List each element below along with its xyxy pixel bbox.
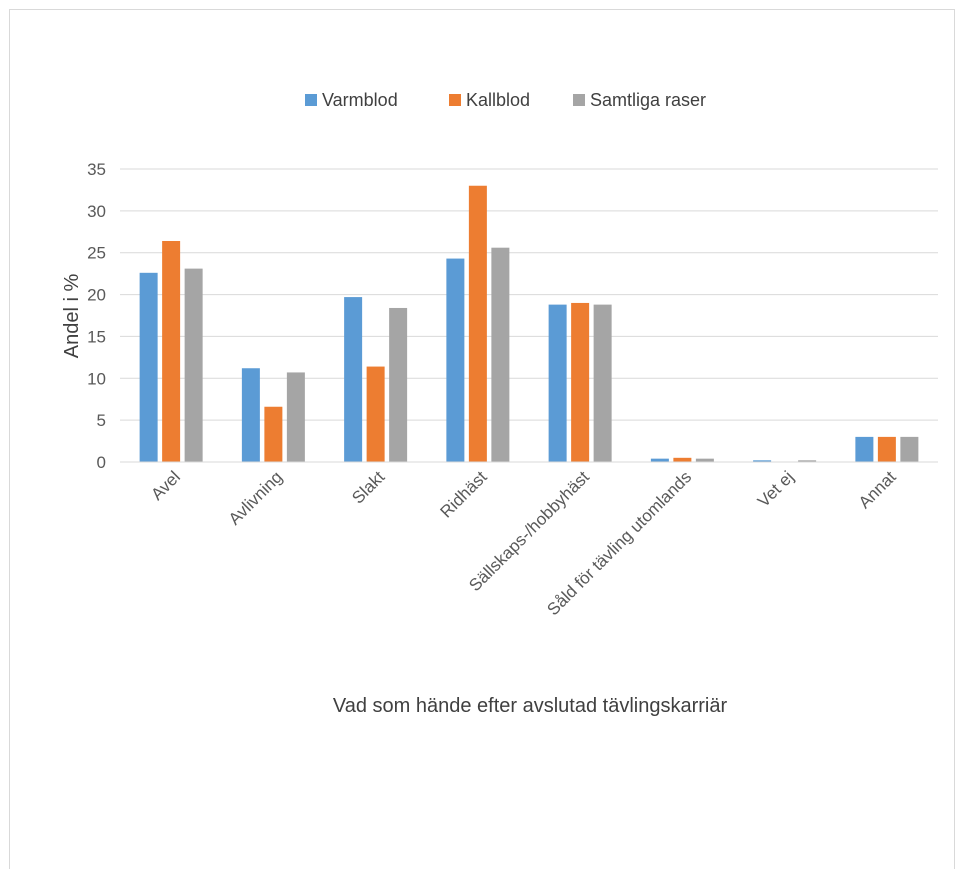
bar-varmblod: [753, 460, 772, 462]
bar-kallblod: [877, 436, 896, 462]
bar-varmblod: [241, 368, 260, 462]
x-tick-label: Avel: [147, 467, 184, 504]
y-tick-label: 5: [97, 411, 106, 430]
bar-varmblod: [139, 272, 158, 462]
bar-kallblod: [571, 302, 590, 462]
bar-samtliga-raser: [798, 460, 817, 462]
y-tick-label: 15: [87, 327, 106, 346]
bar-kallblod: [366, 366, 385, 462]
legend-label: Varmblod: [322, 90, 398, 110]
bar-varmblod: [446, 258, 465, 462]
bar-varmblod: [548, 304, 567, 462]
x-tick-label: Annat: [855, 467, 900, 512]
y-tick-label: 10: [87, 369, 106, 388]
bar-varmblod: [855, 436, 874, 462]
legend: Varmblod Kallblod Samtliga raser: [305, 90, 706, 110]
bars: [139, 185, 919, 462]
bar-varmblod: [650, 458, 669, 462]
legend-swatch: [305, 94, 317, 106]
bar-samtliga-raser: [900, 436, 919, 462]
bar-samtliga-raser: [491, 247, 510, 462]
bar-samtliga-raser: [184, 268, 203, 462]
legend-label: Kallblod: [466, 90, 530, 110]
x-tick-label: Vet ej: [754, 467, 798, 511]
x-tick-label: Ridhäst: [437, 467, 491, 521]
bar-samtliga-raser: [695, 458, 714, 462]
bar-samtliga-raser: [593, 304, 612, 462]
bar-kallblod: [162, 240, 181, 462]
x-tick-label: Avlivning: [225, 467, 286, 528]
bar-varmblod: [344, 297, 363, 462]
bar-kallblod: [468, 185, 487, 462]
y-tick-label: 35: [87, 160, 106, 179]
bar-samtliga-raser: [286, 372, 305, 462]
y-tick-label: 20: [87, 286, 106, 305]
y-tick-label: 30: [87, 202, 106, 221]
y-axis-ticks: 0 5 10 15 20 25 30 35: [87, 160, 106, 472]
y-tick-label: 25: [87, 244, 106, 263]
y-tick-label: 0: [97, 453, 106, 472]
y-axis-title: Andel i %: [61, 274, 83, 359]
bar-samtliga-raser: [389, 307, 408, 462]
legend-swatch: [573, 94, 585, 106]
x-axis-ticks: Avel Avlivning Slakt RidhästSällskaps-/hobb…: [147, 467, 900, 619]
x-axis-title: Vad som hände efter avslutad tävlingskar…: [333, 695, 728, 717]
bar-kallblod: [264, 406, 283, 462]
bar-kallblod: [673, 457, 692, 462]
legend-swatch: [449, 94, 461, 106]
x-tick-label: Slakt: [348, 467, 388, 507]
legend-label: Samtliga raser: [590, 90, 706, 110]
